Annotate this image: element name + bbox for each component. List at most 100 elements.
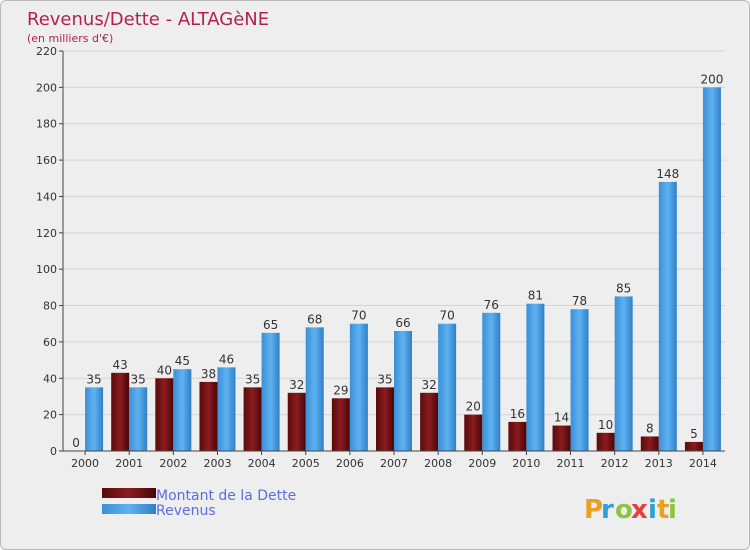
proxiti-logo: Pr ox i ti: [584, 495, 677, 525]
y-tick-label: 160: [36, 154, 57, 167]
bar-revenus: [482, 312, 501, 451]
bar-dette: [111, 372, 130, 451]
bar-dette: [596, 432, 615, 451]
y-tick-label: 220: [36, 45, 57, 58]
bar-revenus: [129, 387, 148, 451]
logo-letter: o: [615, 495, 633, 525]
value-label-dette: 0: [72, 436, 80, 450]
legend-label-dette: Montant de la Dette: [156, 488, 296, 504]
value-label-dette: 20: [466, 400, 481, 414]
value-label-revenus: 68: [307, 312, 322, 326]
bar-dette: [376, 387, 394, 451]
y-axis-ticks: 0 20 40 60 80 100 120 140 160 180 200 220: [36, 45, 63, 458]
logo-letter: i: [668, 495, 677, 525]
value-label-revenus: 76: [484, 298, 499, 312]
x-tick-label: 2013: [645, 457, 673, 470]
bar-revenus: [217, 367, 236, 451]
bar-revenus: [394, 331, 412, 451]
bar-revenus: [702, 87, 721, 451]
y-tick-label: 140: [36, 190, 57, 203]
y-tick-label: 80: [43, 300, 57, 313]
value-label-dette: 32: [289, 378, 304, 392]
value-label-dette: 14: [554, 411, 569, 425]
x-tick-label: 2008: [424, 457, 452, 470]
bar-revenus: [305, 327, 324, 451]
x-tick-label: 2000: [71, 457, 99, 470]
legend-item-revenus: Revenus: [102, 503, 216, 519]
value-label-revenus: 66: [395, 316, 410, 330]
bar-revenus: [438, 323, 457, 451]
chart-subtitle: (en milliers d'€): [27, 32, 113, 45]
y-tick-label: 180: [36, 118, 57, 131]
x-tick-label: 2006: [336, 457, 364, 470]
x-tick-label: 2005: [292, 457, 320, 470]
bar-dette: [155, 378, 174, 451]
value-label-dette: 16: [510, 407, 525, 421]
value-label-dette: 43: [113, 358, 128, 372]
value-label-revenus: 35: [131, 372, 146, 386]
value-label-dette: 40: [157, 363, 172, 377]
x-tick-label: 2007: [380, 457, 408, 470]
bar-dette: [199, 381, 218, 451]
bar-dette: [552, 425, 571, 451]
y-tick-label: 60: [43, 336, 57, 349]
value-label-revenus: 70: [351, 309, 366, 323]
x-tick-label: 2001: [115, 457, 143, 470]
value-label-revenus: 200: [700, 72, 723, 86]
value-label-dette: 29: [333, 383, 348, 397]
value-label-revenus: 35: [86, 372, 101, 386]
legend-swatch-revenus: [102, 504, 156, 514]
bar-revenus: [173, 369, 192, 451]
value-label-revenus: 78: [572, 294, 587, 308]
bar-revenus: [85, 387, 104, 451]
value-labels: 0354335404538463565326829703566327020761…: [72, 72, 723, 450]
legend-swatch-dette: [102, 488, 156, 498]
y-tick-label: 200: [36, 81, 57, 94]
bar-revenus: [261, 332, 280, 451]
x-tick-label: 2010: [512, 457, 540, 470]
bar-dette: [464, 414, 483, 451]
x-tick-label: 2012: [601, 457, 629, 470]
x-tick-label: 2014: [689, 457, 717, 470]
value-label-dette: 35: [377, 372, 392, 386]
y-tick-label: 20: [43, 409, 57, 422]
bar-revenus: [526, 303, 545, 451]
bar-revenus: [570, 309, 589, 451]
y-tick-label: 100: [36, 263, 57, 276]
value-label-dette: 38: [201, 367, 216, 381]
bar-dette: [243, 387, 262, 451]
x-tick-label: 2004: [248, 457, 276, 470]
bar-dette: [331, 398, 350, 451]
value-label-revenus: 46: [219, 352, 234, 366]
x-tick-label: 2009: [468, 457, 496, 470]
value-label-revenus: 65: [263, 318, 278, 332]
value-label-dette: 5: [690, 427, 698, 441]
bar-revenus: [349, 323, 368, 451]
bar-dette: [508, 421, 527, 451]
value-label-dette: 32: [421, 378, 436, 392]
value-label-revenus: 70: [439, 309, 454, 323]
logo-letter: x: [631, 495, 648, 525]
logo-letter: P: [584, 495, 603, 525]
logo-letter: r: [601, 495, 614, 525]
bar-revenus: [614, 296, 633, 451]
value-label-dette: 8: [646, 421, 654, 435]
y-tick-label: 0: [50, 445, 57, 458]
value-label-revenus: 85: [616, 281, 631, 295]
bar-dette: [684, 441, 703, 451]
value-label-revenus: 45: [175, 354, 190, 368]
x-tick-label: 2011: [557, 457, 585, 470]
value-label-revenus: 148: [656, 167, 679, 181]
logo-letter: t: [657, 495, 669, 525]
x-axis-ticks: 2000 2001 2002 2003 2004 2005 2006 2007 2008 2009…: [71, 451, 717, 470]
legend: Montant de la Dette Revenus: [102, 488, 296, 519]
legend-label-revenus: Revenus: [156, 503, 216, 519]
bar-dette: [287, 392, 306, 451]
legend-item-dette: Montant de la Dette: [102, 488, 296, 504]
logo-letter: i: [648, 495, 657, 525]
value-label-dette: 10: [598, 418, 613, 432]
x-tick-label: 2002: [159, 457, 187, 470]
value-label-dette: 35: [245, 372, 260, 386]
